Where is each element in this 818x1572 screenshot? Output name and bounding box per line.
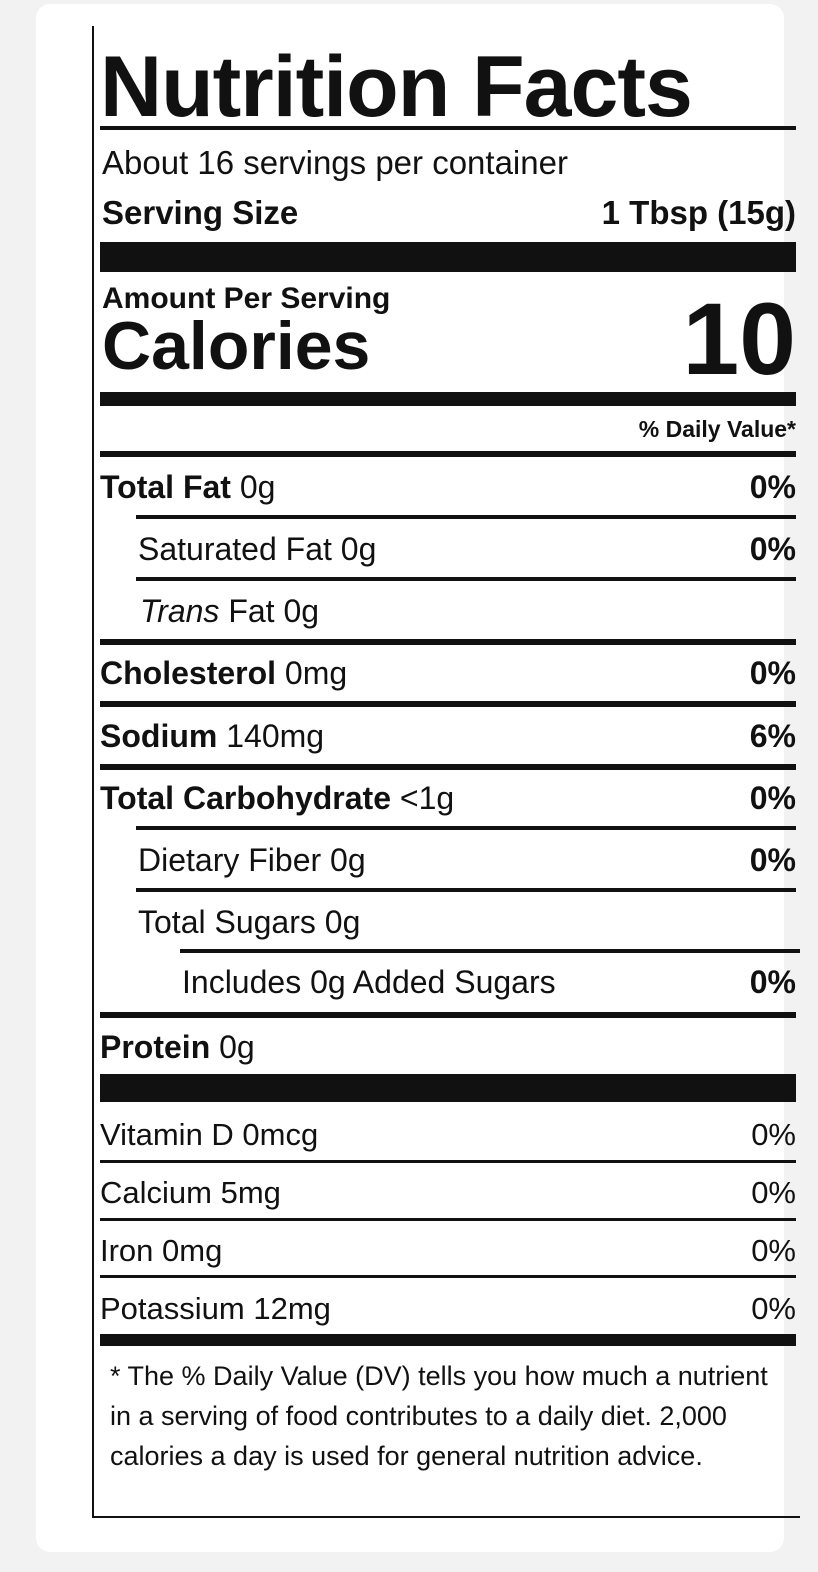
row-divider <box>100 1218 796 1221</box>
row-divider <box>100 639 796 645</box>
nutrient-name: Total Sugars <box>138 904 316 940</box>
row-divider <box>100 1275 796 1278</box>
label-card: Nutrition Facts About 16 servings per co… <box>36 4 800 1552</box>
footnote-rule <box>100 1334 796 1346</box>
serving-size-label: Serving Size <box>102 194 299 231</box>
row-divider <box>100 1012 796 1018</box>
nutrient-name: Protein <box>100 1029 211 1065</box>
vitamin-row: Calcium 5mg 0% <box>100 1164 796 1220</box>
serving-thick-rule <box>100 242 796 272</box>
nutrient-amount: 0mg <box>284 655 348 691</box>
vitamin-row: Iron 0mg 0% <box>100 1222 796 1278</box>
vitamin-name: Calcium 5mg <box>100 1175 281 1210</box>
nutrient-amount: 0g <box>283 593 320 629</box>
nutrient-row-total-sugars: Total Sugars 0g <box>138 892 796 952</box>
nutrient-amount: 0g <box>340 531 377 567</box>
vitamin-dv: 0% <box>751 1117 796 1152</box>
nutrient-row-dietary-fiber: Dietary Fiber 0g 0% <box>138 830 796 890</box>
calories-rule <box>100 392 796 406</box>
nutrient-amount: 0g <box>330 842 366 878</box>
nutrient-row-protein: Protein 0g <box>100 1017 796 1077</box>
nutrient-row-trans-fat: Trans Fat 0g <box>140 581 796 641</box>
row-divider <box>136 515 796 519</box>
nutrient-dv: 0% <box>749 531 796 567</box>
row-divider <box>136 577 796 581</box>
nutrient-amount: <1g <box>399 780 455 816</box>
vitamin-dv: 0% <box>751 1291 796 1326</box>
dv-header-rule <box>100 451 796 457</box>
nutrient-dv: 0% <box>749 780 796 816</box>
nutrient-dv: 0% <box>749 469 796 505</box>
row-divider <box>180 949 800 953</box>
row-divider <box>100 1160 796 1163</box>
nutrient-row-total-carbohydrate: Total Carbohydrate <1g 0% <box>100 768 796 828</box>
title-rule <box>100 126 796 130</box>
row-divider <box>136 888 796 892</box>
nutrient-name: Includes 0g Added Sugars <box>182 964 556 1000</box>
nutrient-amount: 0g <box>324 904 361 940</box>
nutrient-name: Saturated Fat <box>138 531 332 567</box>
calories-value: 10 <box>682 282 796 396</box>
nutrient-name-italic: Trans <box>140 593 220 629</box>
nutrient-name: Sodium <box>100 718 218 754</box>
nutrient-dv: 0% <box>749 842 796 878</box>
amount-per-serving: Amount Per Serving <box>102 282 391 315</box>
vitamin-name: Iron 0mg <box>100 1233 223 1268</box>
footnote: * The % Daily Value (DV) tells you how m… <box>110 1361 768 1471</box>
vitamin-dv: 0% <box>751 1233 796 1268</box>
nutrient-row-total-fat: Total Fat 0g 0% <box>100 457 796 517</box>
vitamin-dv: 0% <box>751 1175 796 1210</box>
nutrient-row-added-sugars: Includes 0g Added Sugars 0% <box>182 952 796 1012</box>
nutrient-row-cholesterol: Cholesterol 0mg 0% <box>100 643 796 703</box>
nutrient-amount: 140mg <box>226 718 325 754</box>
nutrient-name: Fat <box>228 593 275 629</box>
nutrient-name: Cholesterol <box>100 655 277 691</box>
row-divider <box>100 764 796 770</box>
nutrient-name: Total Carbohydrate <box>100 780 391 816</box>
serving-size-value: 1 Tbsp (15g) <box>601 194 796 231</box>
nutrition-facts-label: Nutrition Facts About 16 servings per co… <box>92 26 800 1518</box>
vitamin-row: Potassium 12mg 0% <box>100 1280 796 1336</box>
nutrient-dv: 6% <box>749 718 796 754</box>
nutrient-amount: 0g <box>239 469 276 505</box>
nutrient-row-sodium: Sodium 140mg 6% <box>100 706 796 766</box>
nutrient-dv: 0% <box>749 655 796 691</box>
nutrient-dv: 0% <box>749 964 796 1000</box>
label-title: Nutrition Facts <box>100 39 693 135</box>
nutrient-name: Dietary Fiber <box>138 842 322 878</box>
row-divider <box>136 826 796 830</box>
row-divider <box>100 701 796 707</box>
servings-per-container: About 16 servings per container <box>102 144 568 181</box>
nutrient-name: Total Fat <box>100 469 231 505</box>
vitamin-name: Vitamin D 0mcg <box>100 1117 319 1152</box>
protein-thick-rule <box>100 1074 796 1102</box>
nutrient-row-saturated-fat: Saturated Fat 0g 0% <box>138 519 796 579</box>
daily-value-header: % Daily Value* <box>638 416 796 442</box>
vitamin-row: Vitamin D 0mcg 0% <box>100 1106 796 1162</box>
vitamin-name: Potassium 12mg <box>100 1291 331 1326</box>
calories-label: Calories <box>102 308 371 384</box>
nutrient-amount: 0g <box>219 1029 255 1065</box>
